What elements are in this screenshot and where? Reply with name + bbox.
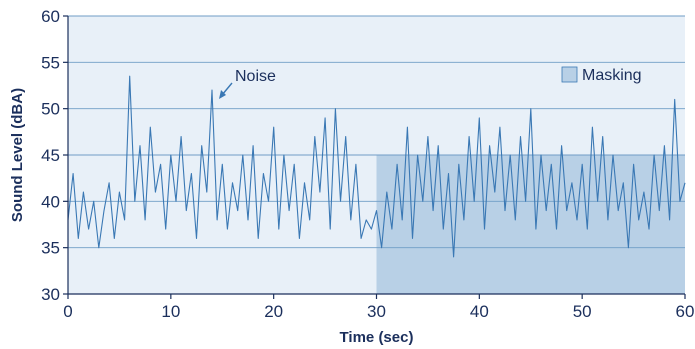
x-tick-label-30: 30 (367, 302, 386, 321)
y-axis-title: Sound Level (dBA) (9, 88, 26, 222)
x-tick-labels: 0 10 20 30 40 50 60 (63, 302, 694, 321)
y-tick-label-60: 60 (41, 7, 60, 26)
y-tick-label-30: 30 (41, 285, 60, 304)
masking-region (376, 155, 685, 294)
x-tick-label-40: 40 (470, 302, 489, 321)
y-tick-label-35: 35 (41, 239, 60, 258)
x-tick-label-10: 10 (161, 302, 180, 321)
x-axis-title: Time (sec) (340, 329, 414, 346)
y-tick-labels: 30 35 40 45 50 55 60 (41, 7, 60, 304)
axes (63, 15, 686, 299)
x-tick-label-50: 50 (573, 302, 592, 321)
x-tick-label-0: 0 (63, 302, 72, 321)
y-tick-label-40: 40 (41, 192, 60, 211)
masking-label: Masking (582, 67, 642, 84)
y-tick-label-45: 45 (41, 146, 60, 165)
noise-label: Noise (235, 68, 276, 85)
y-tick-label-50: 50 (41, 100, 60, 119)
noise-arrow-head (219, 90, 226, 99)
masking-legend-swatch (561, 66, 578, 83)
noise-series-line (67, 75, 686, 258)
x-tick-label-20: 20 (264, 302, 283, 321)
y-tick-label-55: 55 (41, 53, 60, 72)
noise-annotation: Noise (219, 68, 276, 99)
x-tick-label-60: 60 (676, 302, 695, 321)
masking-legend: Masking (561, 66, 642, 84)
